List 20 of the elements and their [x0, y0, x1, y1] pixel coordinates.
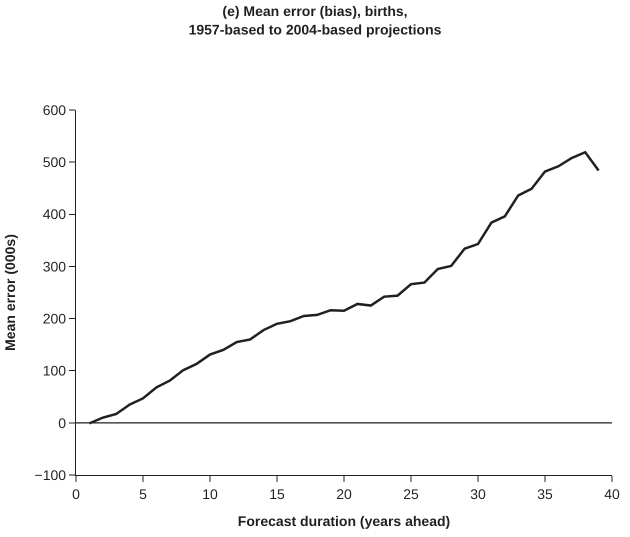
x-tick-label: 0	[72, 486, 80, 502]
y-axis-title: Mean error (000s)	[2, 234, 18, 351]
x-tick-label: 5	[139, 486, 148, 502]
chart-title: (e) Mean error (bias), births, 1957-based to 2004-based projections	[188, 3, 442, 38]
x-tick-label: 30	[470, 486, 486, 502]
y-tick-label: 400	[42, 206, 66, 222]
x-tick-label: 35	[537, 486, 553, 502]
y-tick-label: 200	[42, 310, 66, 326]
x-tick-label: 20	[336, 486, 352, 502]
x-tick-label: 15	[269, 486, 285, 502]
y-tick-label: 0	[58, 414, 66, 431]
x-tick-label: 10	[202, 486, 218, 502]
y-tick-label: 300	[42, 258, 66, 274]
y-tick-label: 600	[42, 102, 66, 118]
y-tick-label: 500	[42, 154, 66, 170]
x-tick-label: 40	[604, 486, 620, 502]
y-tick-label: −100	[34, 466, 66, 483]
x-axis-title: Forecast duration (years ahead)	[238, 513, 450, 530]
x-tick-label: 25	[403, 486, 419, 502]
y-tick-label: 100	[42, 362, 66, 379]
